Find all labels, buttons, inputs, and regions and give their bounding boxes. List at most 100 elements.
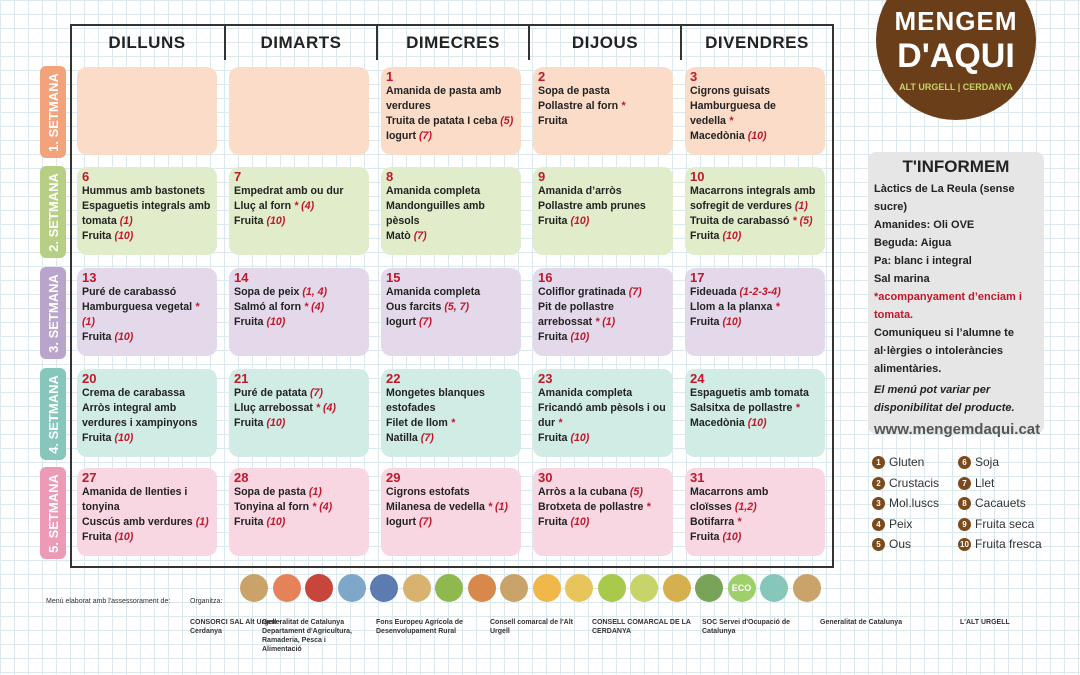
dish: Hamburguesa de vedella * [690,99,820,129]
legend-label: Fruita seca [975,516,1035,531]
dish-text: Salmó al forn [234,301,302,313]
date: 6 [82,169,90,184]
allergen-note: * [795,402,800,414]
dish-text: Fruita [82,230,112,242]
logo: MENGEM D'AQUI ALT URGELL | CERDANYA [876,0,1036,120]
dish-text: Tonyina al forn [234,501,310,513]
legend-number: 6 [958,456,971,470]
week-label: 1. SETMANA [40,66,66,158]
logo-line: D'AQUI [897,37,1015,75]
dish-text: Fruita [690,230,720,242]
dish: Hamburguesa vegetal * (1) [82,300,212,330]
menu-cell: 10 Macarrons integrals amb sofregit de ve… [685,167,825,255]
dish: Hummus amb bastonets [82,184,212,199]
menu-cell: 24 Espaguetis amb tomata Salsitxa de polla… [685,369,825,457]
legend-label: Ous [889,537,912,551]
menu-cell: 13 Puré de carabassó Hamburguesa vegetal * … [77,268,217,356]
dish-text: Amanida d’arròs [538,185,622,197]
allergen-icon [532,574,561,602]
allergen-note: * (5) [792,215,813,227]
allergen-icon [565,574,593,602]
dish-text: Sopa de pasta [538,85,610,97]
dish: Truita de patata I ceba (5) [386,114,516,129]
dish-text: Fideuada [690,286,737,298]
date: 13 [82,270,97,285]
dish-text: Matò [386,230,411,242]
partner: Generalitat de Catalunya Departament d'A… [262,619,352,653]
dish: Amanida completa [538,386,668,401]
dish: Botifarra * [690,515,820,530]
dish-text: Macarrons amb cloïsses [690,486,769,513]
allergen-note: (1) [119,215,133,227]
allergen-note: * [621,100,626,112]
dish-text: Amanida completa [538,387,633,399]
date: 22 [386,371,401,386]
info-line: Làctics de La Reula (sense sucre) [874,183,1015,213]
dish-text: Espaguetis integrals amb tomata [82,200,211,227]
date: 16 [538,270,553,285]
dish-text: Mandonguilles amb pèsols [386,200,485,227]
allergen-note: (10) [266,215,286,227]
legend-item: 8 Cacauets [958,496,1046,516]
dish: Cigrons estofats [386,485,516,500]
allergen-note: (1-2-3-4) [739,286,781,298]
menu-cell: 3 Cigrons guisats Hamburguesa de vedella * M… [685,67,825,155]
dish: Pollastre amb prunes [538,199,668,214]
allergen-note: * (1) [595,316,616,328]
week-text: 1. SETMANA [45,72,61,152]
dish-text: Iogurt [386,316,417,328]
dish: Iogurt (7) [386,129,516,144]
dish-text: Fruita [538,432,568,444]
dish-text: Amanida completa [386,185,481,197]
partner: Fons Europeu Agrícola de Desenvolupament… [376,619,463,635]
allergen-note: * (1) [487,501,508,513]
allergen-note: (10) [266,516,286,528]
dish: Lluç al forn * (4) [234,199,364,214]
menu-cell: 31 Macarrons amb cloïsses (1,2) Botifarra * F… [685,468,825,556]
dish: Filet de llom * [386,416,516,431]
date: 31 [690,470,705,485]
dish: Fruita (10) [690,315,820,330]
allergen-note: (10) [722,316,742,328]
dish: Salmó al forn * (4) [234,300,364,315]
partner: SOC Servei d'Ocupació de Catalunya [702,619,791,635]
legend-item: 6 Soja [958,455,1046,475]
date: 20 [82,371,97,386]
menu-cell: 30 Arròs a la cubana (5) Brotxeta de pollas… [533,468,673,556]
dish: Puré de carabassó [82,285,212,300]
date: 7 [234,169,242,184]
date: 23 [538,371,553,386]
logo-line: MENGEM [894,6,1018,36]
info-lines: Làctics de La Reula (sense sucre) Amanide… [874,180,1038,288]
dish-text: Macedònia [690,417,745,429]
dish-text: Natilla [386,432,418,444]
date: 2 [538,69,546,84]
dish-text: Fruita [538,516,568,528]
dish-text: Iogurt [386,516,417,528]
week-label: 4. SETMANA [40,368,66,460]
dish: Macarrons amb cloïsses (1,2) [690,485,820,515]
dish: Matò (7) [386,229,516,244]
menu-cell: 21 Puré de patata (7) Lluç arrebossat * (4) F… [229,369,369,457]
allergen-icon [792,574,821,602]
legend-item: 3 Mol.luscs [872,496,960,516]
week-text: 2. SETMANA [45,172,61,252]
legend-item: 10 Fruita fresca [958,537,1046,557]
legend-item: 9 Fruita seca [958,517,1046,537]
dish: Mandonguilles amb pèsols [386,199,516,229]
partner: Generalitat de Catalunya [820,619,903,626]
info-web[interactable]: www.mengemdaqui.cat [874,421,1041,438]
menu-cell: 17 Fideuada (1-2-3-4) Llom a la planxa * Frui… [685,268,825,356]
dish: Iogurt (7) [386,315,516,330]
dish: Espaguetis amb tomata [690,386,820,401]
day-header: DIMECRES [376,26,528,60]
partner: CONSORCI SAL Alt Urgell · Cerdanya [190,619,281,635]
dish-text: Truita de patata I ceba [386,115,498,127]
allergen-note: (5) [629,486,643,498]
menu-cell: 8 Amanida completa Mandonguilles amb pèsol… [381,167,521,255]
allergen-note: (7) [310,387,323,399]
dish-text: Brotxeta de pollastre [538,501,644,513]
dish-text: Truita de carabassó [690,215,790,227]
dish: Fruita [538,114,668,129]
dish: Brotxeta de pollastre * [538,500,668,515]
